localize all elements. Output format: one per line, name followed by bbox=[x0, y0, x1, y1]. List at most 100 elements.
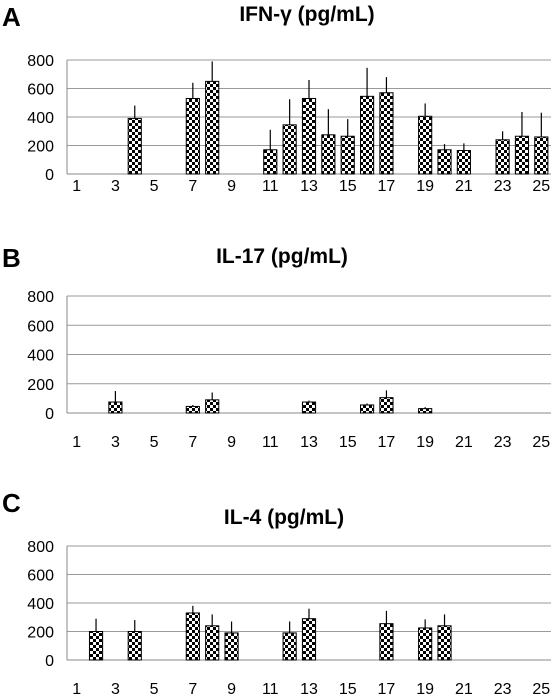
panel-label-c: C bbox=[2, 488, 21, 518]
bar-c-19 bbox=[418, 627, 433, 661]
bar-c-7 bbox=[185, 612, 200, 661]
y-tick-label-c-200: 200 bbox=[27, 625, 54, 642]
x-tick-label-b-21: 21 bbox=[455, 434, 473, 451]
x-tick-label-b-13: 13 bbox=[300, 434, 318, 451]
bar-b-19 bbox=[418, 408, 433, 414]
y-tick-label-a-400: 400 bbox=[27, 110, 54, 127]
y-tick-label-b-200: 200 bbox=[27, 377, 54, 394]
x-tick-label-c-3: 3 bbox=[111, 681, 120, 698]
bar-b-13 bbox=[301, 401, 317, 414]
bar-c-9 bbox=[224, 632, 239, 661]
x-tick-label-c-9: 9 bbox=[227, 681, 236, 698]
bar-b-16 bbox=[359, 404, 375, 414]
x-tick-label-c-7: 7 bbox=[188, 681, 197, 698]
panel-title-c: IL-4 (pg/mL) bbox=[224, 506, 344, 529]
x-tick-label-c-11: 11 bbox=[262, 681, 279, 698]
x-tick-label-b-19: 19 bbox=[416, 434, 434, 451]
x-tick-label-a-1: 1 bbox=[72, 178, 81, 195]
x-tick-label-c-5: 5 bbox=[150, 681, 159, 698]
bar-b-3 bbox=[108, 401, 123, 414]
y-tick-label-b-0: 0 bbox=[45, 406, 54, 423]
bar-a-12 bbox=[282, 124, 297, 175]
y-tick-label-b-600: 600 bbox=[27, 318, 54, 335]
bar-a-13 bbox=[301, 97, 317, 175]
x-tick-label-b-3: 3 bbox=[111, 434, 120, 451]
x-tick-label-b-25: 25 bbox=[532, 434, 550, 451]
bar-a-19 bbox=[418, 115, 433, 175]
x-tick-label-a-13: 13 bbox=[300, 178, 318, 195]
x-tick-label-b-9: 9 bbox=[227, 434, 236, 451]
y-tick-label-b-800: 800 bbox=[27, 289, 54, 306]
x-tick-label-c-17: 17 bbox=[378, 681, 396, 698]
x-tick-label-b-23: 23 bbox=[494, 434, 512, 451]
bar-c-17 bbox=[379, 623, 394, 661]
bar-a-16 bbox=[359, 95, 375, 175]
x-tick-label-b-5: 5 bbox=[150, 434, 159, 451]
x-tick-label-b-15: 15 bbox=[339, 434, 357, 451]
panel-title-b: IL-17 (pg/mL) bbox=[216, 245, 348, 268]
x-tick-label-a-23: 23 bbox=[494, 178, 512, 195]
x-tick-label-c-25: 25 bbox=[532, 681, 550, 698]
y-tick-label-a-0: 0 bbox=[45, 167, 54, 184]
y-tick-label-c-800: 800 bbox=[27, 539, 54, 556]
bar-a-21 bbox=[456, 149, 471, 175]
x-tick-label-b-11: 11 bbox=[262, 434, 279, 451]
x-tick-label-a-19: 19 bbox=[416, 178, 434, 195]
bar-b-8 bbox=[205, 399, 220, 414]
x-tick-label-b-1: 1 bbox=[72, 434, 81, 451]
x-tick-label-a-15: 15 bbox=[339, 178, 357, 195]
y-tick-label-a-200: 200 bbox=[27, 139, 54, 156]
y-tick-label-c-600: 600 bbox=[27, 568, 54, 585]
x-tick-label-a-5: 5 bbox=[150, 178, 159, 195]
bar-a-24 bbox=[514, 135, 530, 175]
x-tick-label-c-13: 13 bbox=[300, 681, 318, 698]
x-tick-label-a-21: 21 bbox=[455, 178, 473, 195]
bar-c-4 bbox=[127, 631, 142, 661]
bar-b-7 bbox=[185, 405, 200, 414]
x-tick-label-a-3: 3 bbox=[111, 178, 120, 195]
x-tick-label-a-7: 7 bbox=[188, 178, 197, 195]
y-tick-label-c-400: 400 bbox=[27, 596, 54, 613]
bar-a-23 bbox=[495, 139, 510, 175]
bar-a-11 bbox=[263, 149, 278, 175]
panel-title-a: IFN-γ (pg/mL) bbox=[239, 3, 374, 26]
x-tick-label-a-11: 11 bbox=[262, 178, 279, 195]
x-tick-label-c-19: 19 bbox=[416, 681, 434, 698]
x-tick-label-b-17: 17 bbox=[378, 434, 396, 451]
x-tick-label-a-25: 25 bbox=[532, 178, 550, 195]
bar-a-8 bbox=[205, 80, 220, 175]
y-tick-label-b-400: 400 bbox=[27, 348, 54, 365]
bar-c-2 bbox=[88, 631, 104, 661]
x-tick-label-a-9: 9 bbox=[227, 178, 236, 195]
bar-a-4 bbox=[127, 117, 142, 175]
x-tick-label-c-23: 23 bbox=[494, 681, 512, 698]
bar-a-25 bbox=[534, 136, 549, 175]
y-tick-label-a-600: 600 bbox=[27, 82, 54, 99]
bar-c-20 bbox=[437, 625, 452, 661]
bar-c-8 bbox=[205, 625, 220, 661]
panel-label-b: B bbox=[2, 243, 21, 273]
x-tick-label-c-1: 1 bbox=[72, 681, 81, 698]
bar-a-15 bbox=[340, 135, 355, 175]
bar-a-7 bbox=[185, 97, 200, 175]
panel-label-a: A bbox=[2, 2, 21, 32]
x-tick-label-c-15: 15 bbox=[339, 681, 357, 698]
bar-b-17 bbox=[379, 397, 394, 414]
y-tick-label-a-800: 800 bbox=[27, 53, 54, 70]
y-tick-label-c-0: 0 bbox=[45, 653, 54, 670]
bar-a-14 bbox=[321, 134, 336, 175]
bar-a-20 bbox=[437, 149, 452, 175]
x-tick-label-a-17: 17 bbox=[378, 178, 396, 195]
x-tick-label-c-21: 21 bbox=[455, 681, 473, 698]
bar-a-17 bbox=[379, 92, 394, 175]
x-tick-label-b-7: 7 bbox=[188, 434, 197, 451]
bar-c-12 bbox=[282, 632, 297, 661]
bar-c-13 bbox=[301, 618, 317, 661]
